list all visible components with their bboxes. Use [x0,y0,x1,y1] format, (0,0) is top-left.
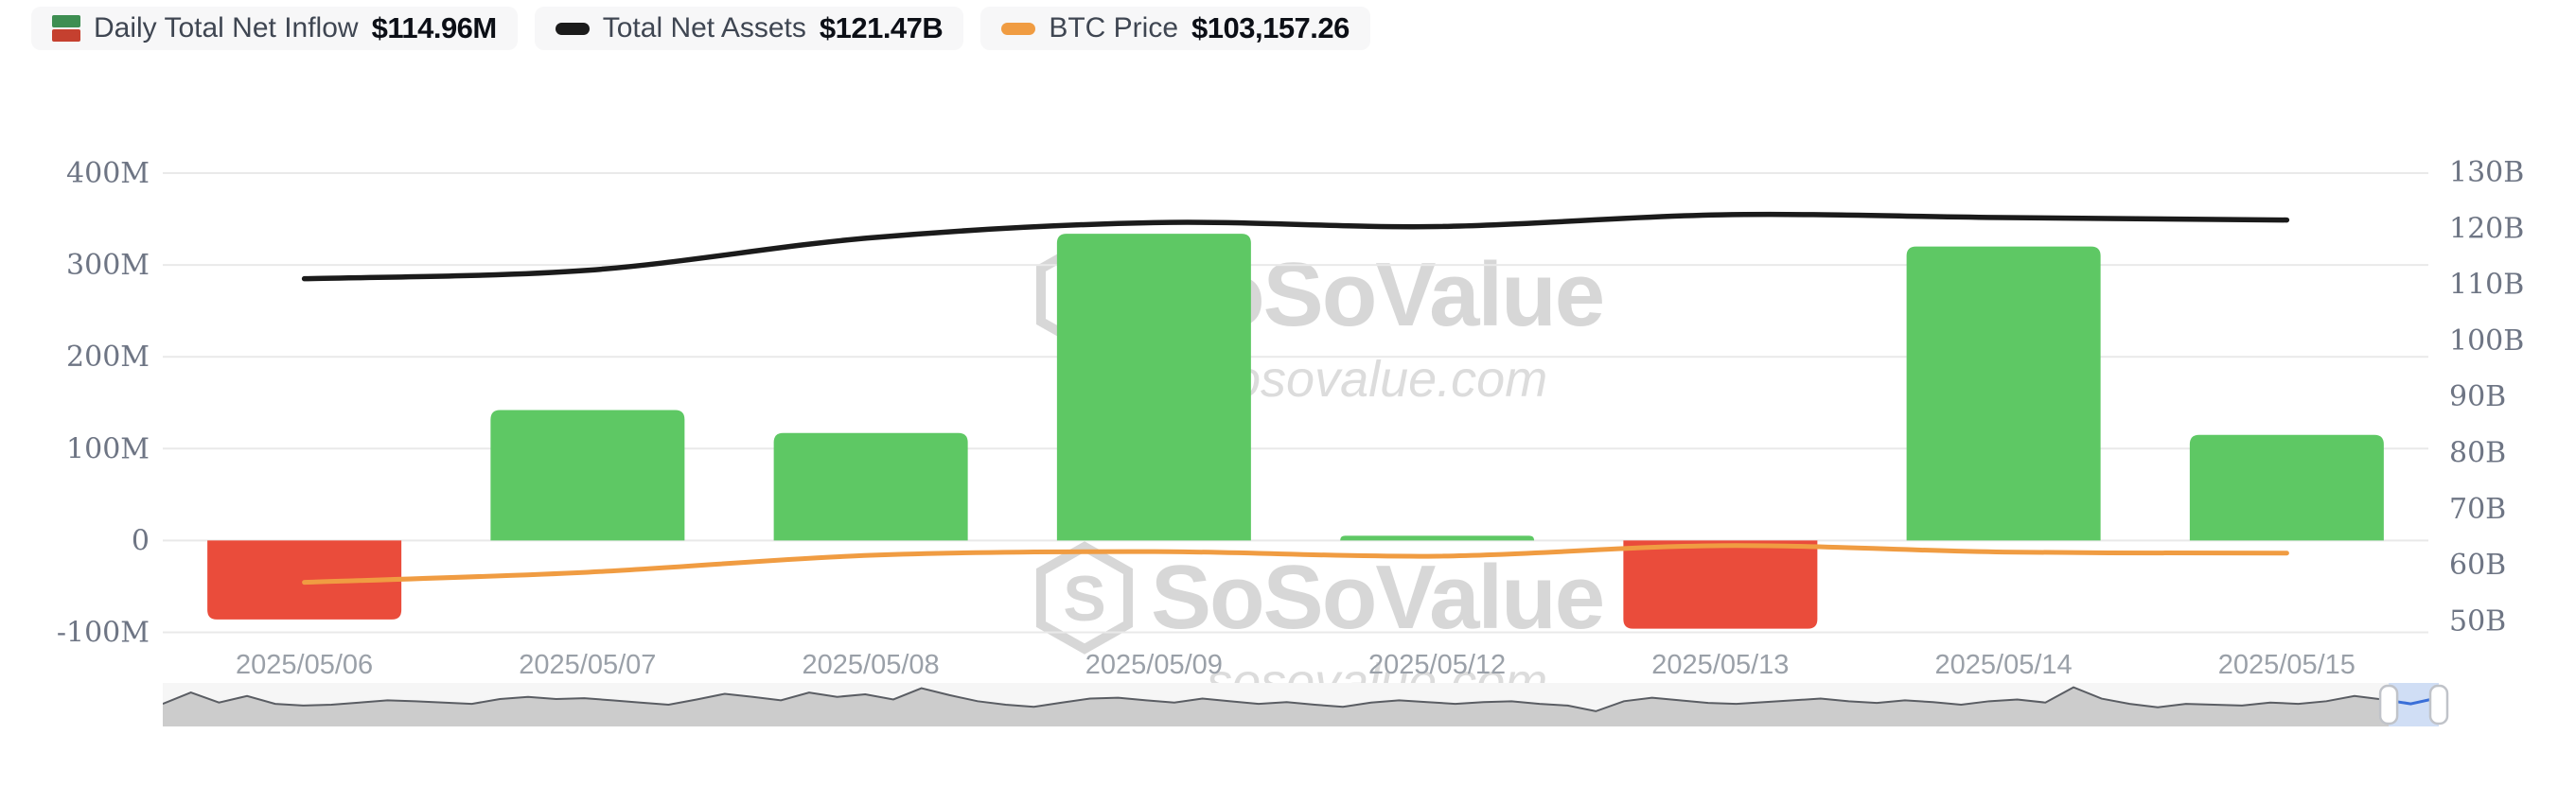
navigator-left-handle[interactable] [2378,684,2399,726]
daily-net-inflow-bar [1623,540,1818,629]
x-axis-date-label: 2025/05/07 [519,650,656,680]
daily-net-inflow-bar [1340,535,1535,541]
left-axis-tick-label: 100M [66,432,150,465]
inflow-bar-legend-icon [52,15,80,42]
x-axis-date-label: 2025/05/13 [1651,650,1789,680]
right-axis-tick-label: 100B [2449,324,2524,358]
chart-legend: Daily Total Net Inflow $114.96M Total Ne… [31,7,1370,50]
left-axis-tick-label: 200M [66,341,150,374]
daily-net-inflow-bar [2189,434,2384,541]
legend-value: $121.47B [819,11,944,44]
left-axis-tick-label: 300M [66,249,150,282]
daily-net-inflow-bar [773,432,968,541]
daily-net-inflow-bar [1056,234,1251,541]
x-axis-date-label: 2025/05/06 [236,650,373,680]
daily-net-inflow-bar [1906,246,2101,541]
right-axis-tick-label: 110B [2449,269,2524,302]
legend-label: Total Net Assets [602,12,806,44]
right-axis-tick-label: 50B [2449,604,2506,638]
x-axis-date-label: 2025/05/15 [2218,650,2355,680]
right-axis-tick-label: 120B [2449,212,2524,245]
total-net-assets-line [301,211,2290,282]
daily-net-inflow-bar [490,410,685,541]
legend-value: $114.96M [371,11,498,44]
right-axis-tick-label: 90B [2449,380,2506,413]
left-axis-tick-label: 0 [132,524,150,557]
legend-item-daily-net-inflow[interactable]: Daily Total Net Inflow $114.96M [31,7,518,50]
left-axis-tick-label: 400M [66,157,150,190]
legend-item-total-net-assets[interactable]: Total Net Assets $121.47B [534,7,964,50]
right-axis-tick-label: 80B [2449,437,2506,470]
btc-price-line-legend-icon [1001,22,1036,35]
legend-item-btc-price[interactable]: BTC Price $103,157.26 [980,7,1370,50]
net-assets-line-legend-icon [555,22,590,35]
x-axis-date-label: 2025/05/09 [1085,650,1223,680]
legend-label: BTC Price [1049,12,1178,44]
navigator-series-area [163,687,2390,726]
right-axis-tick-label: 60B [2449,549,2506,582]
btc-price-line [302,543,2289,586]
navigator-series-line [163,686,2390,712]
right-axis-tick-label: 130B [2449,156,2524,189]
navigator-right-handle[interactable] [2428,684,2449,726]
x-axis-date-label: 2025/05/14 [1935,650,2073,680]
right-axis-tick-label: 70B [2449,493,2506,526]
x-axis-date-label: 2025/05/12 [1368,650,1506,680]
left-axis-tick-label: -100M [57,617,150,650]
legend-label: Daily Total Net Inflow [94,12,359,44]
x-axis-date-label: 2025/05/08 [803,650,940,680]
legend-value: $103,157.26 [1191,11,1350,44]
